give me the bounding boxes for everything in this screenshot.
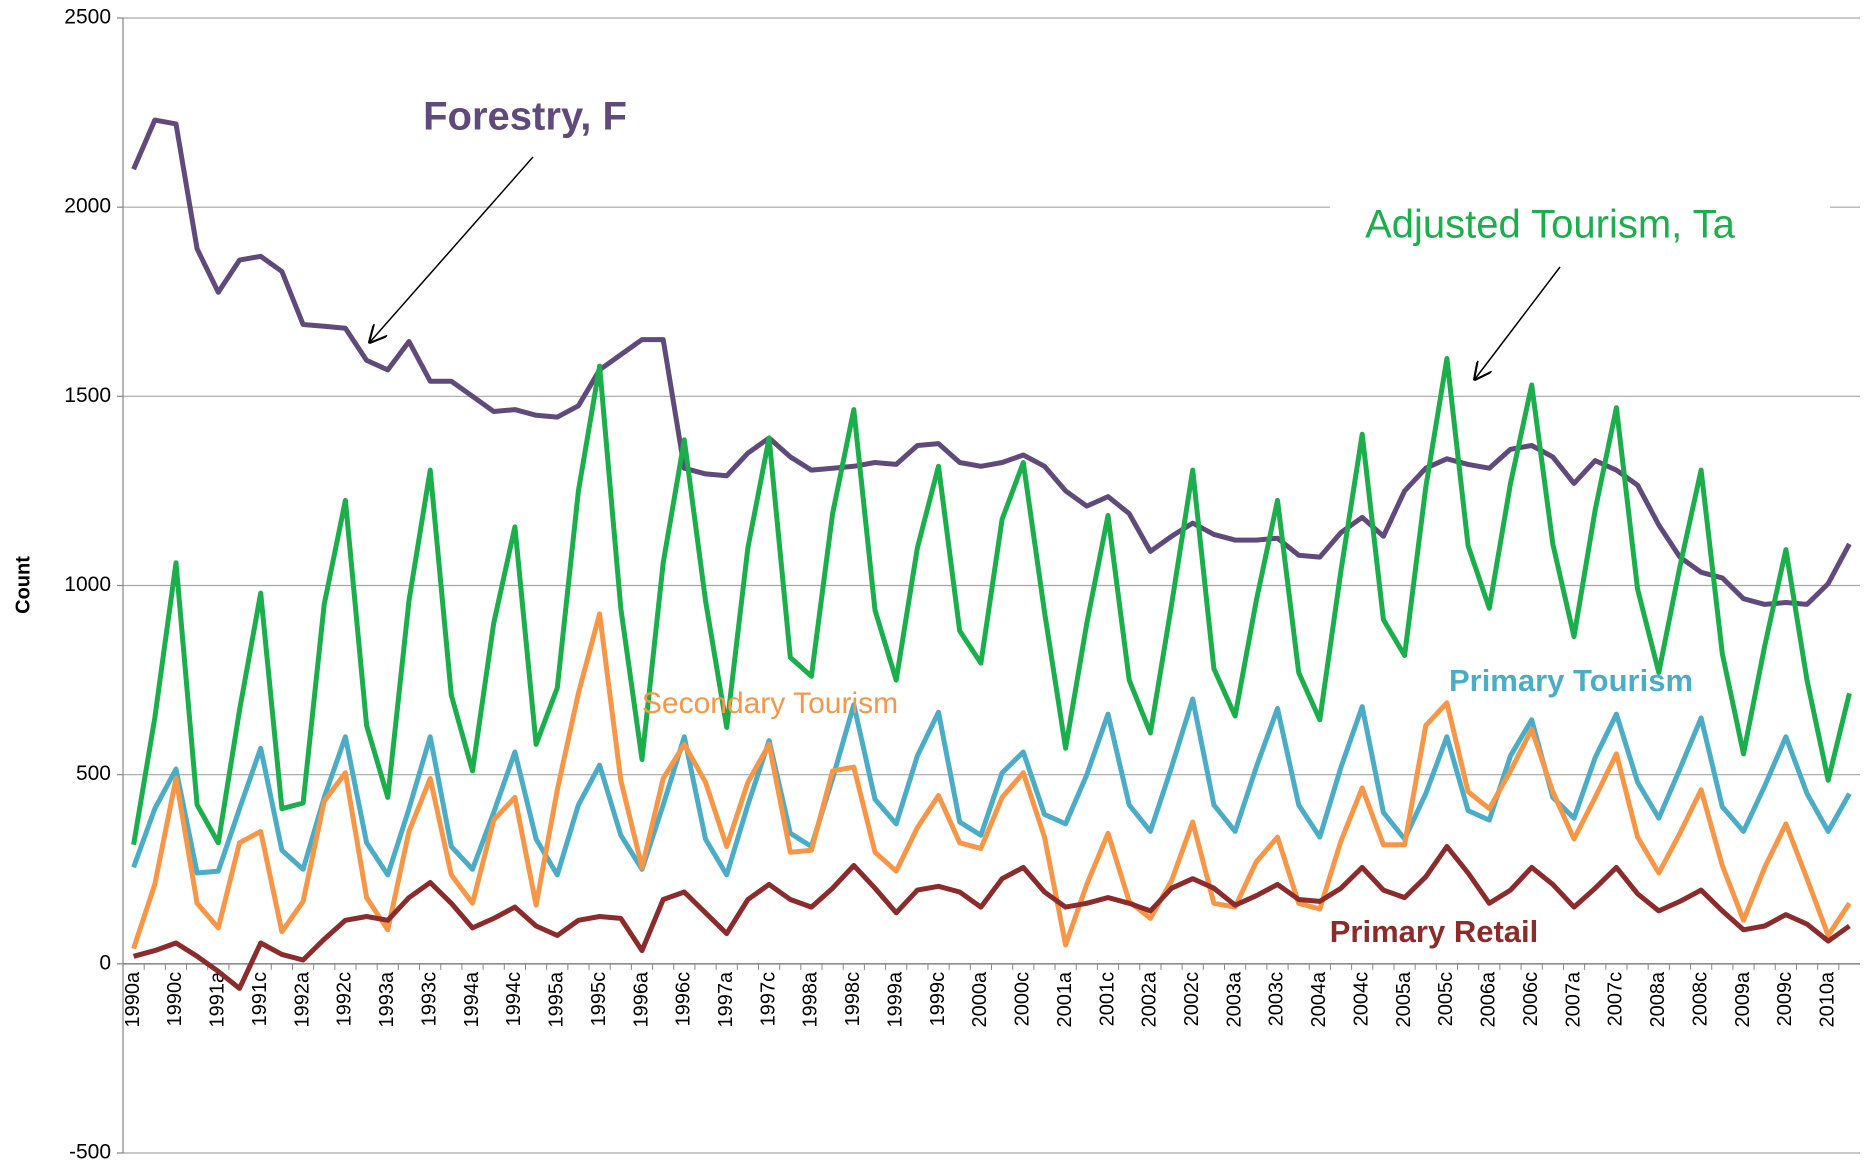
x-tick-label: 2007a <box>1562 971 1584 1027</box>
x-tick-label: 1999a <box>884 971 906 1027</box>
x-tick-label: 2008a <box>1647 971 1669 1027</box>
x-tick-label: 2006c <box>1520 972 1542 1026</box>
annotation-arrow <box>370 156 534 342</box>
label-background <box>1330 195 1830 259</box>
x-tick-label: 1991c <box>249 972 271 1026</box>
y-tick-label: 1000 <box>64 573 111 596</box>
series-annotation: Secondary Tourism <box>642 687 898 720</box>
x-tick-label: 1997c <box>757 972 779 1026</box>
x-tick-label: 2003c <box>1266 972 1288 1026</box>
x-tick-label: 1992a <box>291 971 313 1027</box>
x-tick-label: 2000c <box>1012 972 1034 1026</box>
series-line <box>132 844 1851 991</box>
x-tick-label: 1996c <box>673 972 695 1026</box>
x-tick-label: 2005c <box>1435 972 1457 1026</box>
y-tick-label: -500 <box>69 1141 111 1164</box>
x-tick-label: 1998a <box>800 971 822 1027</box>
y-tick-label: 0 <box>99 951 111 974</box>
x-tick-label: 2001c <box>1096 972 1118 1026</box>
x-tick-label: 2000a <box>969 971 991 1027</box>
x-tick-label: 1997a <box>715 971 737 1027</box>
x-tick-label: 1991a <box>207 971 229 1027</box>
series-line <box>131 356 1852 846</box>
x-tick-label: 1995c <box>588 972 610 1026</box>
annotation-arrow <box>1475 266 1561 379</box>
x-tick-label: 2002c <box>1181 972 1203 1026</box>
x-tick-label: 1994c <box>503 972 525 1026</box>
x-tick-label: 2006a <box>1478 971 1500 1027</box>
x-tick-label: 2004a <box>1308 971 1330 1027</box>
series-line <box>131 696 1852 878</box>
y-tick-label: 2000 <box>64 195 111 218</box>
x-tick-label: 2003a <box>1223 971 1245 1027</box>
x-tick-label: 2002a <box>1139 971 1161 1027</box>
x-tick-label: 1990a <box>122 971 144 1027</box>
x-tick-label: 2008c <box>1689 972 1711 1026</box>
x-tick-label: 2007c <box>1605 972 1627 1026</box>
series-annotation: Primary Retail <box>1330 914 1539 949</box>
x-tick-label: 1993c <box>418 972 440 1026</box>
x-tick-label: 1996a <box>630 971 652 1027</box>
y-tick-label: 2500 <box>64 6 111 29</box>
series-line <box>131 117 1852 607</box>
x-tick-label: 2010a <box>1817 971 1839 1027</box>
x-tick-label: 2001a <box>1054 971 1076 1027</box>
x-tick-label: 2004c <box>1350 972 1372 1026</box>
x-tick-label: 1994a <box>461 971 483 1027</box>
y-axis-label: Count <box>12 556 34 614</box>
x-tick-label: 1995a <box>546 971 568 1027</box>
x-tick-label: 2009c <box>1774 972 1796 1026</box>
x-tick-label: 1990c <box>164 972 186 1026</box>
series-line <box>131 611 1852 950</box>
series-annotation: Forestry, F <box>423 95 627 139</box>
x-tick-label: 2005a <box>1393 971 1415 1027</box>
x-tick-label: 2009a <box>1732 971 1754 1027</box>
x-tick-label: 1993a <box>376 971 398 1027</box>
series-annotation: Adjusted Tourism, Ta <box>1365 203 1736 247</box>
y-tick-label: 1500 <box>64 384 111 407</box>
x-tick-label: 1992c <box>334 972 356 1026</box>
x-tick-label: 1998c <box>842 972 864 1026</box>
x-tick-label: 1999c <box>927 972 949 1026</box>
y-tick-label: 500 <box>76 762 111 785</box>
series-annotation: Primary Tourism <box>1449 663 1693 698</box>
